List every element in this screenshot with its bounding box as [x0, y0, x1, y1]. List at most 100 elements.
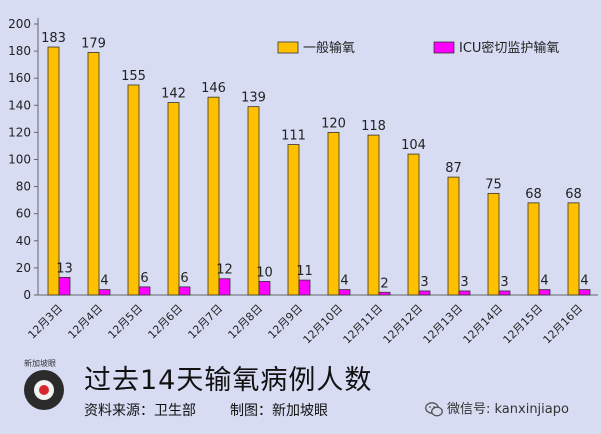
bar-icu [378, 291, 391, 296]
made-value: 新加坡眼 [272, 403, 328, 419]
x-tick-label: 12月16日 [541, 302, 586, 347]
bar-oxygen [567, 202, 580, 296]
bar-icu [178, 286, 191, 296]
x-tick-label: 12月8日 [226, 302, 266, 342]
x-tick-label: 12月13日 [421, 302, 466, 347]
bar-oxygen [207, 96, 220, 296]
logo-text: 新加坡眼 [24, 359, 56, 368]
data-label-oxygen: 142 [161, 87, 186, 102]
x-tick-label: 12月6日 [146, 302, 186, 342]
x-tick-label: 12月3日 [26, 302, 66, 342]
bar-oxygen [247, 106, 260, 296]
bar-icu [538, 289, 551, 296]
source-line: 资料来源：卫生部 制图：新加坡眼 [84, 400, 328, 420]
data-label-oxygen: 155 [121, 69, 146, 84]
x-axis: 12月3日 12月4日 12月5日 12月6日 12月7日 12月8日 12月9日12月10… [26, 294, 598, 347]
data-label-icu: 10 [256, 265, 273, 280]
data-label-oxygen: 68 [525, 187, 542, 202]
y-axis: 0 20 40 60 80 100 120 140 160 180 200 [8, 17, 39, 302]
data-label-icu: 4 [340, 274, 348, 289]
x-tick-label: 12月15日 [501, 302, 546, 347]
bar-icu [258, 281, 271, 296]
y-tick-label: 40 [16, 234, 31, 248]
data-label-icu: 4 [540, 274, 548, 289]
data-label-oxygen: 111 [281, 129, 306, 144]
legend: 一般输氧 ICU密切监护输氧 [277, 40, 559, 56]
data-label-icu: 4 [580, 274, 588, 289]
data-label-oxygen: 68 [565, 187, 582, 202]
x-tick-label: 12月7日 [186, 302, 226, 342]
bar-oxygen [287, 144, 300, 296]
legend-swatch [433, 41, 455, 54]
data-label-icu: 3 [460, 275, 468, 290]
x-tick-label: 12月12日 [381, 302, 426, 347]
source-value: 卫生部 [154, 403, 196, 419]
data-label-icu: 11 [296, 264, 313, 279]
made-label: 制图： [230, 403, 272, 419]
bar-icu [498, 290, 511, 296]
source-label: 资料来源： [84, 403, 154, 419]
bar-icu [218, 278, 231, 296]
bar-icu [578, 289, 591, 296]
data-label-oxygen: 75 [485, 177, 502, 192]
data-label-oxygen: 87 [445, 161, 462, 176]
y-tick-label: 20 [16, 261, 31, 275]
data-label-oxygen: 146 [201, 81, 226, 96]
data-label-icu: 3 [500, 275, 508, 290]
x-tick-label: 12月9日 [266, 302, 306, 342]
bar-oxygen [47, 46, 60, 296]
x-tick-label: 12月5日 [106, 302, 146, 342]
legend-swatch [277, 41, 299, 54]
y-tick-label: 200 [8, 17, 31, 31]
data-label-oxygen: 139 [241, 91, 266, 106]
data-label-oxygen: 120 [321, 116, 346, 131]
y-tick-label: 100 [8, 153, 31, 167]
x-tick-label: 12月10日 [301, 302, 346, 347]
data-label-oxygen: 183 [41, 31, 66, 46]
y-tick-label: 120 [8, 125, 31, 139]
data-label-oxygen: 118 [361, 119, 386, 134]
bar-oxygen [367, 134, 380, 296]
bar-icu [418, 290, 431, 296]
bar-icu [98, 289, 111, 296]
bars: 1831317941556142614612139101111112041182… [41, 31, 591, 296]
y-tick-label: 180 [8, 44, 31, 58]
legend-label: 一般输氧 [303, 40, 355, 56]
wechat-text: 微信号: kanxinjiapo [447, 402, 569, 417]
data-label-icu: 6 [140, 271, 148, 286]
data-label-icu: 6 [180, 271, 188, 286]
data-label-oxygen: 179 [81, 36, 106, 51]
logo: 新加坡眼 [18, 358, 70, 414]
bar-oxygen [527, 202, 540, 296]
bar-oxygen [127, 84, 140, 296]
data-label-icu: 4 [100, 274, 108, 289]
bar-icu [138, 286, 151, 296]
bar-icu [458, 290, 471, 296]
bar-icu [338, 289, 351, 296]
x-tick-label: 12月11日 [341, 302, 386, 347]
x-tick-label: 12月14日 [461, 302, 506, 347]
y-tick-label: 140 [8, 98, 31, 112]
logo-eye-icon [24, 370, 64, 410]
bar-oxygen [487, 192, 500, 296]
x-tick-label: 12月4日 [66, 302, 106, 342]
data-label-oxygen: 104 [401, 138, 426, 153]
y-tick-label: 0 [23, 288, 31, 302]
y-tick-label: 60 [16, 207, 31, 221]
data-label-icu: 3 [420, 275, 428, 290]
data-label-icu: 2 [380, 276, 388, 291]
wechat-icon [425, 402, 443, 417]
footer: 新加坡眼 过去14天输氧病例人数 资料来源：卫生部 制图：新加坡眼 微信号: ka… [0, 348, 601, 434]
bar-icu [298, 279, 311, 296]
bar-oxygen [167, 102, 180, 296]
wechat-id: 微信号: kanxinjiapo [425, 398, 569, 418]
bar-oxygen [447, 176, 460, 296]
y-tick-label: 160 [8, 71, 31, 85]
page-title: 过去14天输氧病例人数 [84, 365, 373, 396]
data-label-icu: 13 [56, 261, 73, 276]
legend-label: ICU密切监护输氧 [459, 40, 559, 56]
bar-oxygen [327, 131, 340, 296]
bar-oxygen [407, 153, 420, 296]
data-label-icu: 12 [216, 263, 233, 278]
